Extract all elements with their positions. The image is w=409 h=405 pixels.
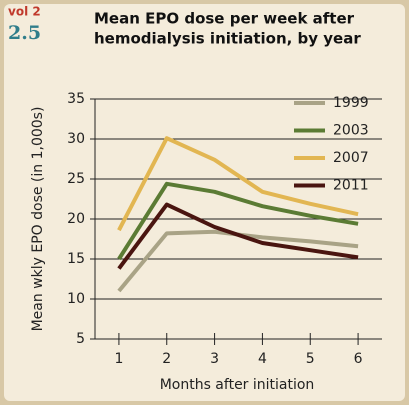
x-tick-label: 3	[210, 351, 219, 367]
legend-label: 1999	[333, 95, 369, 111]
y-tick-label: 15	[67, 251, 85, 267]
legend-label: 2007	[333, 150, 369, 166]
panel	[4, 4, 405, 401]
data-line	[117, 136, 359, 232]
legend-label: 2003	[333, 123, 369, 139]
y-tick-label: 10	[67, 291, 85, 307]
data-line	[117, 181, 359, 261]
legend-label: 2011	[333, 178, 369, 194]
y-axis-label: Mean wkly EPO dose (in 1,000s)	[30, 107, 46, 332]
x-tick-label: 4	[258, 351, 267, 367]
x-tick-label: 2	[162, 351, 171, 367]
y-tick-label: 5	[76, 331, 85, 347]
chart-title: Mean EPO dose per week after	[94, 10, 355, 28]
x-tick-label: 5	[306, 351, 315, 367]
chart-title: hemodialysis initiation, by year	[94, 30, 361, 48]
y-tick-label: 30	[67, 131, 85, 147]
y-tick-label: 25	[67, 171, 85, 187]
data-line	[117, 202, 359, 270]
section: 2.5	[8, 22, 41, 44]
volume: vol 2	[8, 5, 41, 19]
x-tick-label: 6	[354, 351, 363, 367]
x-tick-label: 1	[114, 351, 123, 367]
y-tick-label: 35	[67, 91, 85, 107]
x-axis-label: Months after initiation	[160, 377, 315, 393]
y-tick-label: 20	[67, 211, 85, 227]
